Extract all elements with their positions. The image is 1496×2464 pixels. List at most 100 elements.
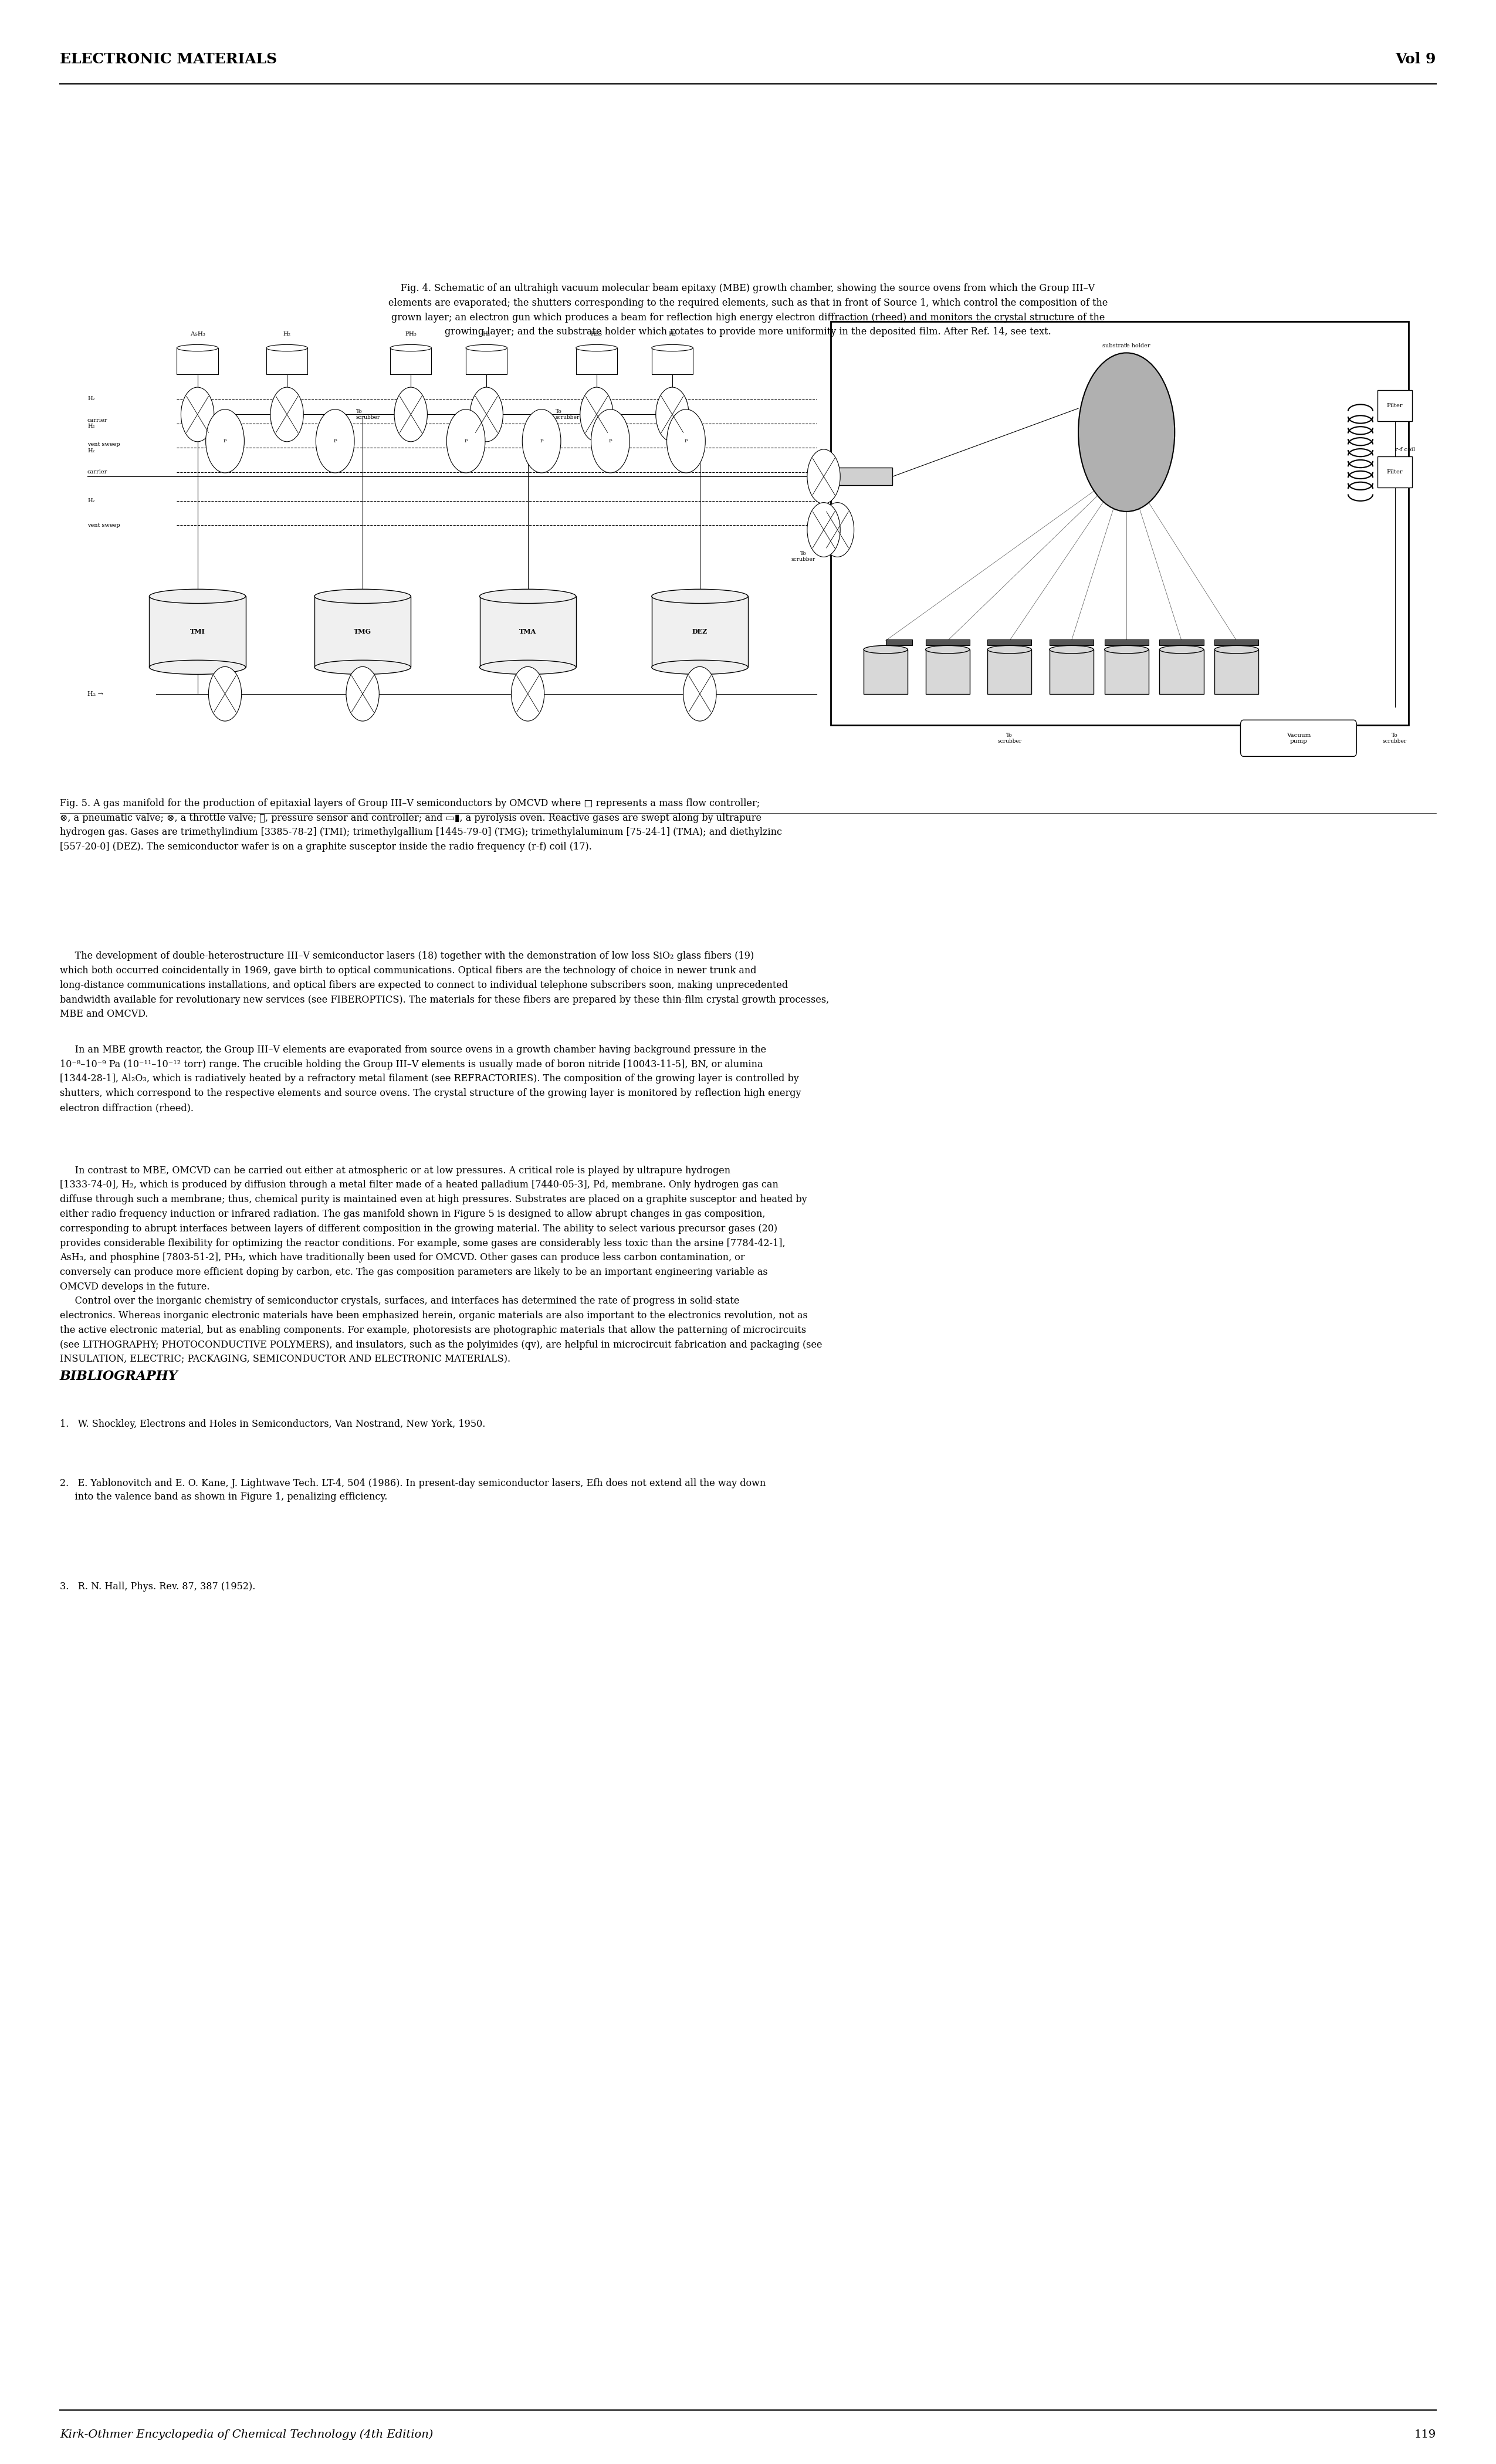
Text: To
scrubber: To scrubber xyxy=(356,409,380,421)
Text: PH₃: PH₃ xyxy=(405,333,416,338)
Text: AsH₃: AsH₃ xyxy=(190,333,205,338)
Bar xyxy=(652,596,748,668)
Text: The development of double-heterostructure III–V semiconductor lasers (18) togeth: The development of double-heterostructur… xyxy=(60,951,829,1020)
Circle shape xyxy=(580,387,613,441)
Circle shape xyxy=(206,409,244,473)
Circle shape xyxy=(808,503,841,557)
Text: H₂S: H₂S xyxy=(591,333,603,338)
Circle shape xyxy=(395,387,428,441)
Text: Filter: Filter xyxy=(1387,471,1403,476)
Circle shape xyxy=(655,387,688,441)
Text: 2.   E. Yablonovitch and E. O. Kane, J. Lightwave Tech. LT-4, 504 (1986). In pre: 2. E. Yablonovitch and E. O. Kane, J. Li… xyxy=(60,1478,766,1503)
Text: P: P xyxy=(609,439,612,444)
Ellipse shape xyxy=(314,660,411,675)
Text: In contrast to MBE, OMCVD can be carried out either at atmospheric or at low pre: In contrast to MBE, OMCVD can be carried… xyxy=(60,1165,806,1291)
Circle shape xyxy=(684,668,717,722)
Text: H₂: H₂ xyxy=(669,333,676,338)
Circle shape xyxy=(470,387,503,441)
Circle shape xyxy=(1079,352,1174,513)
Bar xyxy=(830,320,1409,724)
Ellipse shape xyxy=(576,345,618,352)
Text: P: P xyxy=(334,439,337,444)
Bar xyxy=(1215,650,1258,695)
Ellipse shape xyxy=(863,646,908,653)
Ellipse shape xyxy=(652,345,693,352)
Bar xyxy=(1159,641,1204,646)
Text: H₂ →: H₂ → xyxy=(87,690,103,697)
Bar xyxy=(987,650,1032,695)
Ellipse shape xyxy=(480,660,576,675)
Text: P: P xyxy=(684,439,688,444)
Ellipse shape xyxy=(652,589,748,604)
Circle shape xyxy=(667,409,705,473)
Text: P: P xyxy=(223,439,227,444)
Text: Kirk-Othmer Encyclopedia of Chemical Technology (4th Edition): Kirk-Othmer Encyclopedia of Chemical Tec… xyxy=(60,2430,434,2439)
Bar xyxy=(576,347,618,375)
Ellipse shape xyxy=(1159,646,1204,653)
Bar xyxy=(652,347,693,375)
Text: BIBLIOGRAPHY: BIBLIOGRAPHY xyxy=(60,1370,178,1382)
Text: TMG: TMG xyxy=(353,628,371,636)
Text: Control over the inorganic chemistry of semiconductor crystals, surfaces, and in: Control over the inorganic chemistry of … xyxy=(60,1296,823,1365)
Circle shape xyxy=(512,668,545,722)
Bar xyxy=(1378,389,1412,421)
Text: H₂: H₂ xyxy=(87,498,94,503)
Bar xyxy=(926,650,969,695)
Bar xyxy=(465,347,507,375)
Text: TMI: TMI xyxy=(190,628,205,636)
Circle shape xyxy=(808,448,841,503)
Text: 1.   W. Shockley, Electrons and Holes in Semiconductors, Van Nostrand, New York,: 1. W. Shockley, Electrons and Holes in S… xyxy=(60,1419,485,1429)
Text: r-f coil: r-f coil xyxy=(1394,448,1415,453)
Bar xyxy=(150,596,245,668)
Text: DEZ: DEZ xyxy=(693,628,708,636)
Text: P: P xyxy=(540,439,543,444)
Text: H₂: H₂ xyxy=(483,333,491,338)
Text: To
scrubber: To scrubber xyxy=(555,409,579,421)
Text: 3.   R. N. Hall, Phys. Rev. 87, 387 (1952).: 3. R. N. Hall, Phys. Rev. 87, 387 (1952)… xyxy=(60,1582,256,1592)
Text: Fig. 5. A gas manifold for the production of epitaxial layers of Group III–V sem: Fig. 5. A gas manifold for the productio… xyxy=(60,798,782,853)
Circle shape xyxy=(821,503,854,557)
Text: TMA: TMA xyxy=(519,628,537,636)
Text: vent sweep
H₂: vent sweep H₂ xyxy=(87,441,120,453)
Bar xyxy=(1378,456,1412,488)
Bar xyxy=(1049,641,1094,646)
Ellipse shape xyxy=(1049,646,1094,653)
Text: Filter: Filter xyxy=(1387,404,1403,409)
Bar xyxy=(1104,641,1149,646)
Text: To
scrubber: To scrubber xyxy=(791,549,815,562)
Circle shape xyxy=(271,387,304,441)
Bar xyxy=(1049,650,1094,695)
Text: Vol 9: Vol 9 xyxy=(1396,52,1436,67)
Ellipse shape xyxy=(1104,646,1149,653)
Bar xyxy=(390,347,431,375)
Text: Vacuum
pump: Vacuum pump xyxy=(1287,732,1310,744)
Ellipse shape xyxy=(926,646,969,653)
Ellipse shape xyxy=(465,345,507,352)
Text: Fig. 4. Schematic of an ultrahigh vacuum molecular beam epitaxy (MBE) growth cha: Fig. 4. Schematic of an ultrahigh vacuum… xyxy=(389,283,1107,338)
Bar xyxy=(266,347,308,375)
Bar xyxy=(1159,650,1204,695)
Ellipse shape xyxy=(390,345,431,352)
Text: H₂: H₂ xyxy=(87,397,94,402)
Bar xyxy=(863,650,908,695)
Text: 119: 119 xyxy=(1414,2430,1436,2439)
Ellipse shape xyxy=(1215,646,1258,653)
Text: ELECTRONIC MATERIALS: ELECTRONIC MATERIALS xyxy=(60,52,277,67)
Text: carrier: carrier xyxy=(87,471,108,476)
Circle shape xyxy=(522,409,561,473)
Circle shape xyxy=(591,409,630,473)
Ellipse shape xyxy=(150,589,245,604)
Bar xyxy=(314,596,411,668)
Circle shape xyxy=(346,668,378,722)
Circle shape xyxy=(181,387,214,441)
Circle shape xyxy=(316,409,355,473)
Text: To
scrubber: To scrubber xyxy=(1382,732,1406,744)
Ellipse shape xyxy=(266,345,308,352)
Bar xyxy=(1215,641,1258,646)
Bar xyxy=(926,641,969,646)
Ellipse shape xyxy=(987,646,1032,653)
Ellipse shape xyxy=(314,589,411,604)
Bar xyxy=(480,596,576,668)
Text: vent sweep: vent sweep xyxy=(87,522,120,527)
Text: To
scrubber: To scrubber xyxy=(998,732,1022,744)
